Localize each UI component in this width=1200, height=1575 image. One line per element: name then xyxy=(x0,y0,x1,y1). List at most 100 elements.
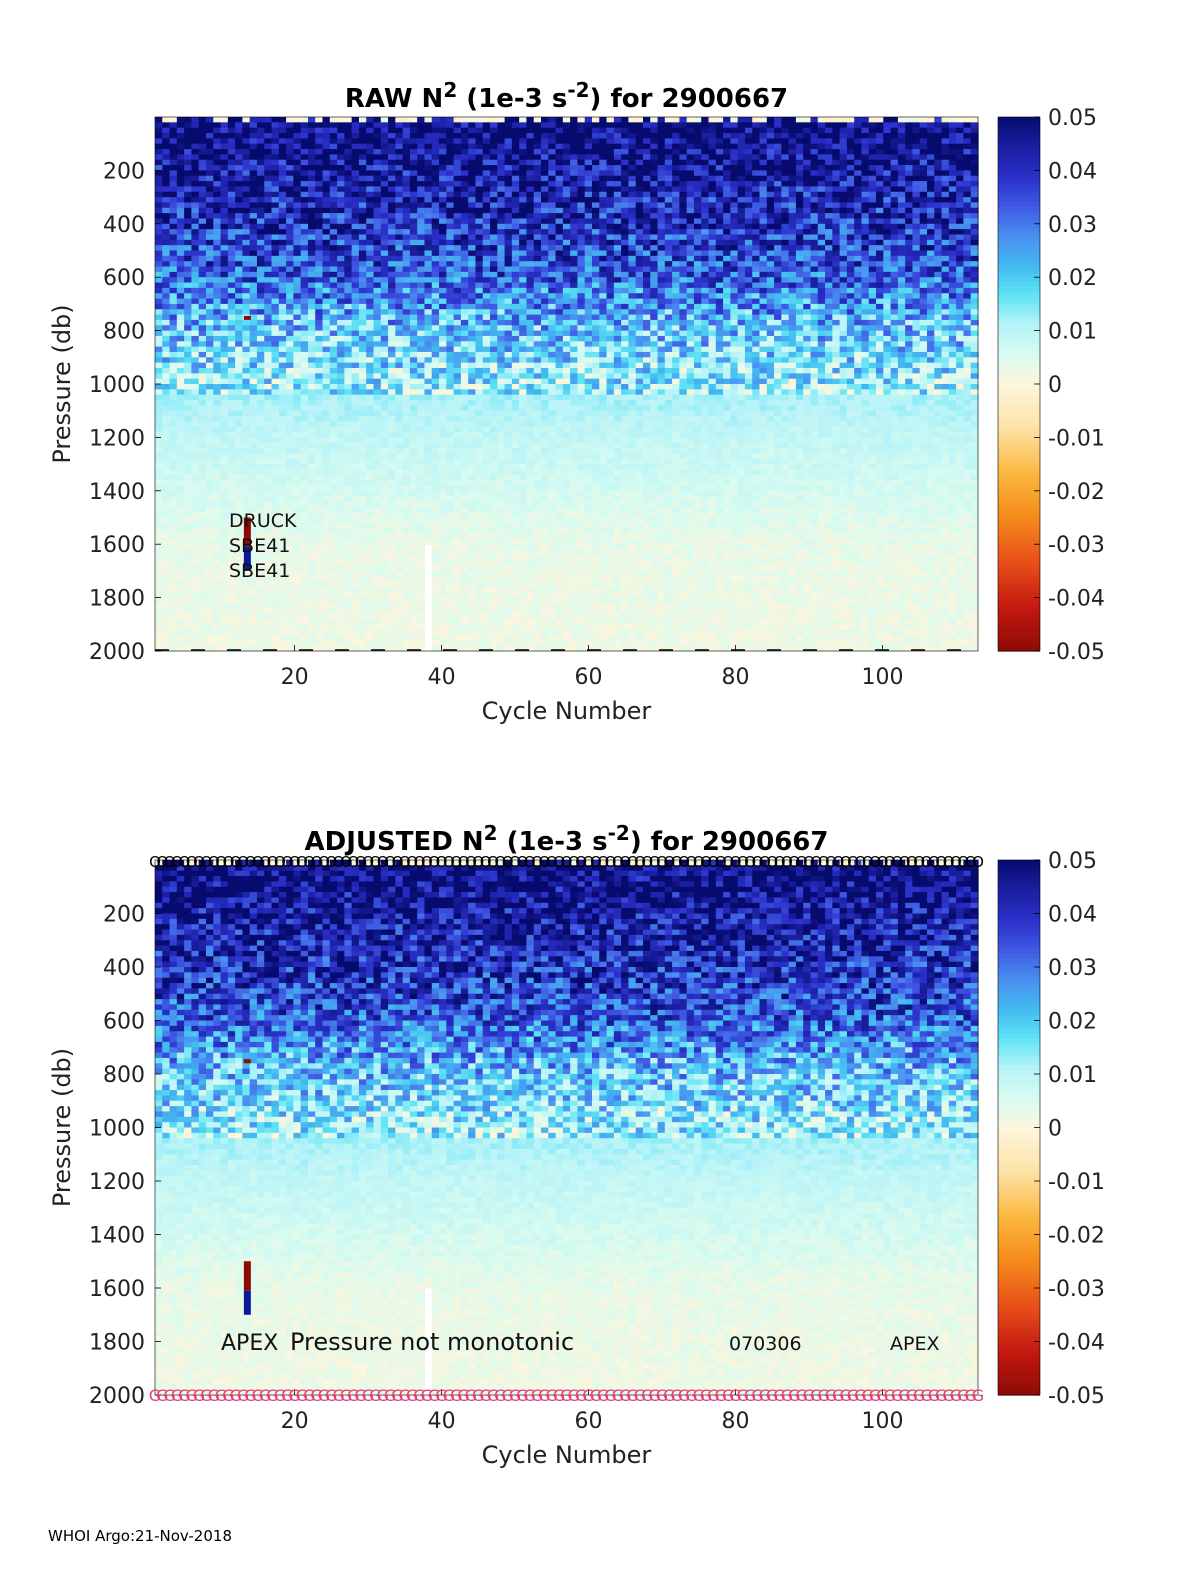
heatmap-cell xyxy=(249,576,258,583)
heatmap-cell xyxy=(205,287,214,294)
heatmap-cell xyxy=(453,490,462,497)
heatmap-cell xyxy=(191,426,200,433)
heatmap-cell xyxy=(380,282,389,289)
heatmap-cell xyxy=(424,282,433,289)
heatmap-cell xyxy=(439,170,447,177)
heatmap-cell xyxy=(191,608,200,615)
heatmap-cell xyxy=(278,634,287,641)
heatmap-cell xyxy=(504,512,513,519)
heatmap-cell xyxy=(511,191,520,198)
heatmap-cell xyxy=(184,581,193,588)
heatmap-cell xyxy=(366,554,375,561)
heatmap-cell xyxy=(511,117,520,123)
heatmap-cell xyxy=(176,170,185,177)
heatmap-cell xyxy=(431,597,440,604)
heatmap-cell xyxy=(184,624,193,631)
heatmap-cell xyxy=(344,416,353,422)
heatmap-cell xyxy=(264,165,273,171)
heatmap-cell xyxy=(155,533,163,540)
heatmap-cell xyxy=(439,314,447,321)
heatmap-cell xyxy=(431,490,440,497)
heatmap-cell xyxy=(256,367,265,374)
heatmap-cell xyxy=(351,170,360,177)
heatmap-cell xyxy=(402,197,411,204)
heatmap-cell xyxy=(329,367,338,374)
heatmap-cell xyxy=(424,245,433,252)
heatmap-cell xyxy=(155,351,163,358)
heatmap-cell xyxy=(417,613,426,620)
heatmap-cell xyxy=(439,549,447,556)
heatmap-cell xyxy=(307,437,316,444)
heatmap-cell xyxy=(176,485,185,492)
heatmap-cell xyxy=(322,458,331,465)
heatmap-cell xyxy=(213,613,222,620)
heatmap-cell xyxy=(329,287,338,294)
heatmap-cell xyxy=(395,581,404,588)
heatmap-cell xyxy=(409,325,418,332)
heatmap-cell xyxy=(220,421,229,428)
heatmap-cell xyxy=(344,325,353,332)
heatmap-cell xyxy=(439,474,447,481)
heatmap-cell xyxy=(249,298,258,305)
heatmap-cell xyxy=(504,432,513,438)
heatmap-cell xyxy=(286,634,294,641)
heatmap-cell xyxy=(475,298,484,305)
heatmap-cell xyxy=(191,410,200,417)
heatmap-cell xyxy=(278,175,287,182)
heatmap-cell xyxy=(329,522,338,529)
heatmap-cell xyxy=(176,570,185,577)
heatmap-cell xyxy=(329,341,338,348)
heatmap-cell xyxy=(213,175,222,182)
heatmap-cell xyxy=(460,613,469,620)
heatmap-cell xyxy=(213,277,222,284)
heatmap-cell xyxy=(351,351,360,358)
heatmap-cell xyxy=(315,389,324,396)
heatmap-cell xyxy=(475,474,484,481)
heatmap-cell xyxy=(256,432,265,438)
heatmap-cell xyxy=(490,597,498,604)
heatmap-cell xyxy=(315,165,324,171)
heatmap-cell xyxy=(176,416,185,422)
heatmap-cell xyxy=(271,149,280,155)
heatmap-cell xyxy=(235,367,243,374)
heatmap-cell xyxy=(409,330,418,337)
heatmap-cell xyxy=(475,469,484,476)
heatmap-cell xyxy=(315,533,324,540)
heatmap-cell xyxy=(198,159,207,166)
heatmap-cell xyxy=(329,255,338,262)
heatmap-cell xyxy=(380,528,389,535)
heatmap-cell xyxy=(286,581,294,588)
heatmap-cell xyxy=(235,645,243,652)
heatmap-cell xyxy=(213,314,222,321)
heatmap-cell xyxy=(468,154,477,161)
heatmap-cell xyxy=(511,602,520,609)
heatmap-cell xyxy=(329,335,338,342)
heatmap-cell xyxy=(497,207,506,214)
heatmap-cell xyxy=(176,207,185,214)
heatmap-cell xyxy=(213,432,222,438)
heatmap-cell xyxy=(322,202,331,209)
heatmap-cell xyxy=(344,255,353,262)
heatmap-cell xyxy=(373,298,382,305)
heatmap-cell xyxy=(322,480,331,487)
heatmap-cell xyxy=(497,341,506,348)
heatmap-cell xyxy=(271,394,280,401)
heatmap-cell xyxy=(271,362,280,369)
heatmap-cell xyxy=(490,416,498,422)
heatmap-cell xyxy=(337,223,345,230)
heatmap-cell xyxy=(315,517,324,524)
heatmap-cell xyxy=(468,608,477,615)
heatmap-cell xyxy=(380,213,389,220)
heatmap-cell xyxy=(373,645,382,652)
heatmap-cell xyxy=(176,549,185,556)
heatmap-cell xyxy=(402,549,411,556)
heatmap-cell xyxy=(213,357,222,364)
heatmap-cell xyxy=(315,640,324,647)
heatmap-cell xyxy=(220,223,229,230)
heatmap-cell xyxy=(162,645,171,652)
heatmap-cell xyxy=(256,544,265,551)
heatmap-cell xyxy=(220,319,229,326)
heatmap-cell xyxy=(227,229,236,236)
heatmap-cell xyxy=(191,453,200,460)
heatmap-cell xyxy=(460,293,469,300)
